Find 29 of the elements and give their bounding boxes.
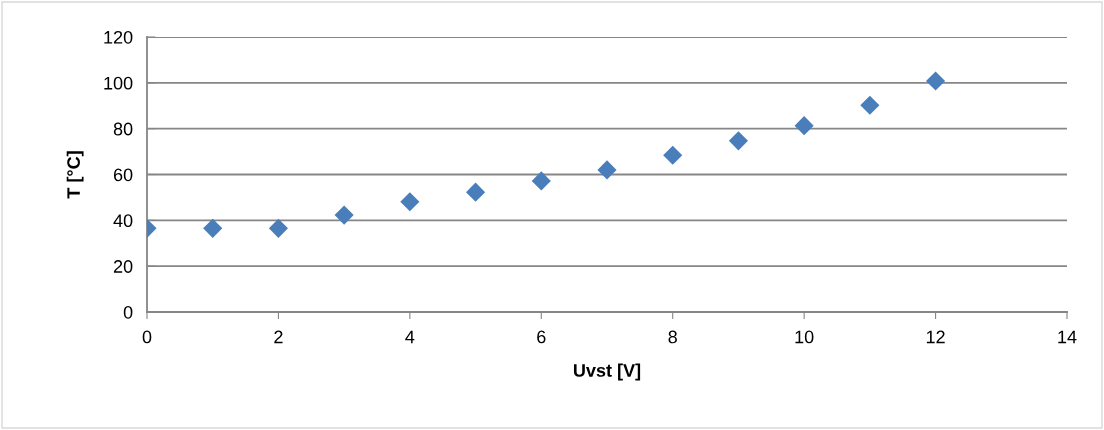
x-tick-label: 4 — [405, 330, 415, 344]
x-tick-label: 12 — [926, 330, 945, 344]
y-axis-title: T [°C] — [66, 151, 84, 199]
point — [663, 145, 683, 165]
x-axis-title: Uvst [V] — [573, 363, 641, 381]
point — [597, 160, 617, 180]
x-tick-label: 8 — [668, 330, 677, 344]
x-tick-label: 14 — [1058, 330, 1077, 344]
x-tick-label: 6 — [537, 330, 546, 344]
point — [268, 218, 288, 238]
point — [531, 171, 551, 191]
y-tick-label: 40 — [113, 214, 133, 228]
point — [466, 182, 486, 202]
x-tick-label: 2 — [274, 330, 283, 344]
x-tick-label: 10 — [795, 330, 814, 344]
point — [203, 218, 223, 238]
point — [794, 116, 814, 136]
point — [400, 192, 420, 212]
x-tick-label: 0 — [142, 330, 152, 344]
y-tick-label: 60 — [113, 168, 133, 182]
point — [728, 131, 748, 151]
y-tick-label: 20 — [113, 260, 133, 273]
point — [860, 95, 880, 115]
point — [334, 205, 354, 225]
y-tick-label: 120 — [104, 30, 133, 44]
y-tick-label: 100 — [104, 76, 133, 90]
point — [926, 71, 946, 91]
y-tick-label: 80 — [113, 122, 133, 136]
y-tick-label: 0 — [123, 305, 133, 319]
